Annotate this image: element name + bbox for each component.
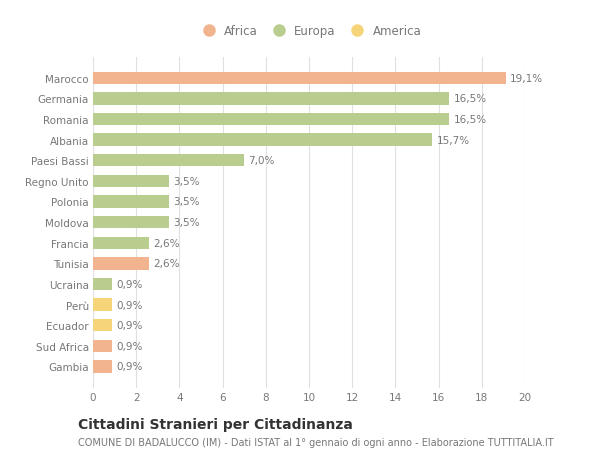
Bar <box>93 360 112 373</box>
Text: 0,9%: 0,9% <box>117 300 143 310</box>
Bar <box>93 196 169 208</box>
Legend: Africa, Europa, America: Africa, Europa, America <box>192 20 426 43</box>
Text: 0,9%: 0,9% <box>117 320 143 330</box>
Text: 2,6%: 2,6% <box>154 238 180 248</box>
Bar <box>93 217 169 229</box>
Bar <box>93 93 449 105</box>
Text: 3,5%: 3,5% <box>173 218 199 228</box>
Text: Cittadini Stranieri per Cittadinanza: Cittadini Stranieri per Cittadinanza <box>78 417 353 431</box>
Text: 16,5%: 16,5% <box>454 115 487 125</box>
Bar <box>93 257 149 270</box>
Bar <box>93 340 112 352</box>
Text: 15,7%: 15,7% <box>436 135 470 146</box>
Bar <box>93 73 506 85</box>
Text: COMUNE DI BADALUCCO (IM) - Dati ISTAT al 1° gennaio di ogni anno - Elaborazione : COMUNE DI BADALUCCO (IM) - Dati ISTAT al… <box>78 437 554 447</box>
Text: 0,9%: 0,9% <box>117 280 143 289</box>
Bar <box>93 278 112 291</box>
Bar <box>93 113 449 126</box>
Text: 19,1%: 19,1% <box>510 73 543 84</box>
Bar <box>93 155 244 167</box>
Text: 3,5%: 3,5% <box>173 197 199 207</box>
Text: 2,6%: 2,6% <box>154 259 180 269</box>
Text: 7,0%: 7,0% <box>248 156 275 166</box>
Text: 0,9%: 0,9% <box>117 362 143 372</box>
Bar <box>93 319 112 332</box>
Bar <box>93 299 112 311</box>
Bar <box>93 237 149 249</box>
Bar <box>93 175 169 188</box>
Text: 3,5%: 3,5% <box>173 176 199 186</box>
Bar <box>93 134 432 146</box>
Text: 0,9%: 0,9% <box>117 341 143 351</box>
Text: 16,5%: 16,5% <box>454 94 487 104</box>
